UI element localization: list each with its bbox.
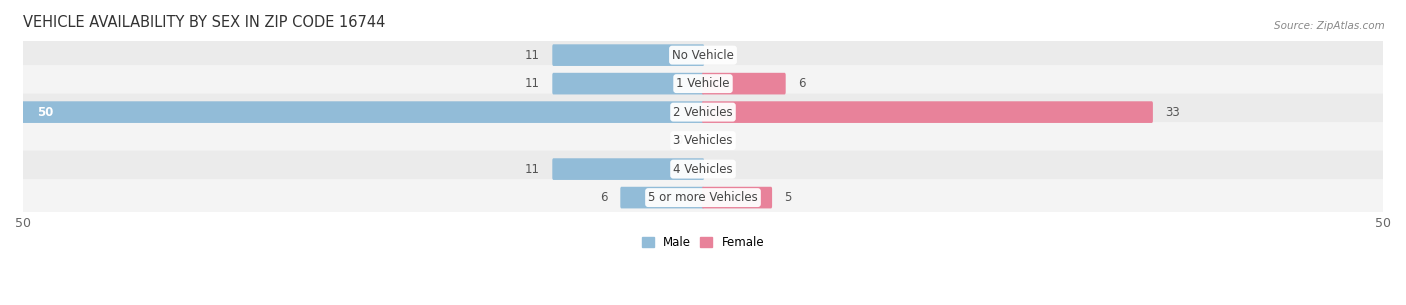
Text: 0: 0: [724, 163, 731, 176]
Text: VEHICLE AVAILABILITY BY SEX IN ZIP CODE 16744: VEHICLE AVAILABILITY BY SEX IN ZIP CODE …: [22, 15, 385, 30]
Text: 6: 6: [600, 191, 607, 204]
Text: 5: 5: [785, 191, 792, 204]
FancyBboxPatch shape: [21, 94, 1385, 131]
FancyBboxPatch shape: [21, 151, 1385, 188]
FancyBboxPatch shape: [702, 187, 772, 208]
FancyBboxPatch shape: [702, 101, 1153, 123]
FancyBboxPatch shape: [702, 73, 786, 95]
Text: 6: 6: [799, 77, 806, 90]
Text: 2 Vehicles: 2 Vehicles: [673, 106, 733, 119]
FancyBboxPatch shape: [21, 37, 1385, 74]
Text: 3 Vehicles: 3 Vehicles: [673, 134, 733, 147]
Text: 11: 11: [524, 48, 540, 62]
Text: 0: 0: [724, 48, 731, 62]
Text: 0: 0: [675, 134, 682, 147]
Text: Source: ZipAtlas.com: Source: ZipAtlas.com: [1274, 21, 1385, 31]
Text: No Vehicle: No Vehicle: [672, 48, 734, 62]
FancyBboxPatch shape: [553, 158, 704, 180]
FancyBboxPatch shape: [620, 187, 704, 208]
FancyBboxPatch shape: [553, 73, 704, 95]
FancyBboxPatch shape: [21, 65, 1385, 102]
Text: 11: 11: [524, 163, 540, 176]
Text: 11: 11: [524, 77, 540, 90]
FancyBboxPatch shape: [21, 122, 1385, 159]
Text: 50: 50: [37, 106, 53, 119]
FancyBboxPatch shape: [553, 44, 704, 66]
Legend: Male, Female: Male, Female: [637, 231, 769, 254]
Text: 33: 33: [1166, 106, 1180, 119]
Text: 1 Vehicle: 1 Vehicle: [676, 77, 730, 90]
FancyBboxPatch shape: [21, 179, 1385, 216]
Text: 4 Vehicles: 4 Vehicles: [673, 163, 733, 176]
Text: 0: 0: [724, 134, 731, 147]
Text: 5 or more Vehicles: 5 or more Vehicles: [648, 191, 758, 204]
FancyBboxPatch shape: [22, 101, 704, 123]
